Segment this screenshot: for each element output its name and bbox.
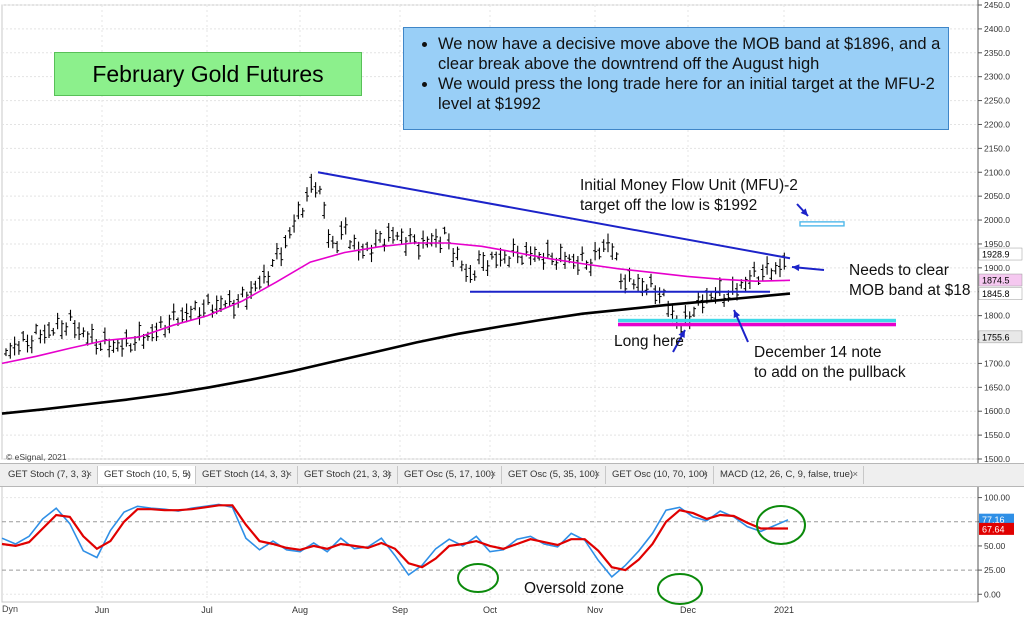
price-tick-label: 2100.0: [984, 167, 1010, 177]
tab-stoch-21[interactable]: GET Stoch (21, 3, 3) ×: [298, 466, 398, 484]
price-tick-label: 1600.0: [984, 406, 1010, 416]
drawings: [317, 171, 896, 605]
price-tick-label: 2050.0: [984, 191, 1010, 201]
stoch-value-box: [979, 522, 1014, 535]
price-tick-label: 1950.0: [984, 239, 1010, 249]
price-lines: [1, 242, 791, 415]
month-label: Sep: [392, 605, 408, 615]
month-label: Dec: [680, 605, 697, 615]
mob-support-band: [618, 322, 896, 327]
close-icon[interactable]: ×: [852, 469, 858, 480]
price-tick-label: 1700.0: [984, 358, 1010, 368]
mob-support-band-top: [618, 318, 896, 323]
title-box: February Gold Futures: [54, 52, 362, 96]
close-icon[interactable]: ×: [184, 469, 190, 480]
mob-arrow-head: [792, 264, 800, 272]
close-icon[interactable]: ×: [702, 469, 708, 480]
stoch-tick-label: 25.00: [984, 565, 1006, 575]
price-label: 1928.9: [982, 250, 1010, 260]
stoch-tick-label: 0.00: [984, 589, 1001, 599]
tab-stoch-10[interactable]: GET Stoch (10, 5, 5) ×: [98, 466, 196, 484]
price-tick-label: 2200.0: [984, 119, 1010, 129]
tab-osc-10-70[interactable]: GET Osc (10, 70, 100) ×: [606, 466, 714, 484]
price-label-box: [978, 247, 1023, 261]
close-icon[interactable]: ×: [490, 469, 496, 480]
price-label-box: [978, 287, 1023, 300]
stoch-fast-line: [1, 503, 789, 579]
dyn-label[interactable]: Dyn: [2, 604, 19, 614]
mob-annotation: Needs to clear MOB band at $18: [849, 262, 971, 299]
long-arrow-head: [678, 330, 685, 338]
month-label: Jul: [201, 605, 213, 615]
price-tick-label: 2450.0: [984, 0, 1010, 10]
mfu-arrow-head: [800, 208, 808, 216]
price-tick-label: 2300.0: [984, 72, 1010, 82]
price-label: 1874.5: [982, 276, 1010, 286]
note-item: We would press the long trade here for a…: [438, 74, 948, 114]
december-note-annotation: December 14 note to add on the pullback: [754, 344, 906, 381]
stoch-grid: [1, 485, 979, 603]
tab-osc-5-17[interactable]: GET Osc (5, 17, 100) ×: [398, 466, 502, 484]
credit-label: © eSignal, 2021: [6, 452, 67, 462]
month-label: Oct: [483, 605, 498, 615]
mfu-annotation: Initial Money Flow Unit (MFU)-2 target o…: [580, 177, 798, 214]
stoch-panel-frame: [1, 485, 979, 603]
month-label: Nov: [587, 605, 604, 615]
downtrend-line: [317, 171, 791, 260]
close-icon[interactable]: ×: [386, 469, 392, 480]
stoch-tick-label: 100.00: [984, 493, 1010, 503]
black-average-line: [1, 292, 791, 415]
price-label: 1845.8: [982, 289, 1010, 299]
magenta-average-line: [1, 242, 791, 365]
stoch-value-box: [979, 513, 1014, 526]
stoch-value-label: 77.16: [982, 515, 1005, 525]
close-icon[interactable]: ×: [86, 469, 92, 480]
long-annotation: Long here: [614, 333, 684, 350]
december-arrow-head: [733, 310, 741, 318]
stoch-value-label: 67.64: [982, 524, 1005, 534]
stoch-tick-label: 50.00: [984, 541, 1006, 551]
note-box: We now have a decisive move above the MO…: [403, 27, 949, 130]
price-tick-label: 1900.0: [984, 263, 1010, 273]
price-label: 1755.6: [982, 332, 1010, 342]
axes: 1500.01550.01600.01650.01700.01750.01800…: [95, 0, 1023, 615]
price-tick-label: 1550.0: [984, 430, 1010, 440]
chart-title: February Gold Futures: [92, 61, 324, 87]
stoch-slow-line: [1, 504, 788, 572]
price-tick-label: 2000.0: [984, 215, 1010, 225]
price-label-box: [978, 330, 1023, 344]
oversold-circle: [657, 573, 703, 605]
tab-stoch-7[interactable]: GET Stoch (7, 3, 3) ×: [2, 466, 98, 484]
close-icon[interactable]: ×: [286, 469, 292, 480]
close-icon[interactable]: ×: [594, 469, 600, 480]
mfu-target-band: [799, 221, 845, 227]
month-label: 2021: [774, 605, 794, 615]
price-label-box: [978, 273, 1023, 287]
indicator-tabs: GET Stoch (7, 3, 3) × GET Stoch (10, 5, 5…: [0, 463, 1024, 487]
tab-macd[interactable]: MACD (12, 26, C, 9, false, true) ×: [714, 466, 864, 484]
tab-osc-5-35[interactable]: GET Osc (5, 35, 100) ×: [502, 466, 606, 484]
price-tick-label: 2350.0: [984, 48, 1010, 58]
month-label: Jun: [95, 605, 110, 615]
oversold-circle: [457, 563, 499, 593]
oversold-annotation: Oversold zone: [524, 580, 624, 597]
price-tick-label: 2400.0: [984, 24, 1010, 34]
overbought-circle: [756, 505, 806, 545]
tab-stoch-14[interactable]: GET Stoch (14, 3, 3) ×: [196, 466, 298, 484]
price-tick-label: 1500.0: [984, 454, 1010, 464]
price-tick-label: 1800.0: [984, 311, 1010, 321]
price-tick-label: 2250.0: [984, 96, 1010, 106]
price-tick-label: 1650.0: [984, 382, 1010, 392]
price-tick-label: 2150.0: [984, 143, 1010, 153]
month-label: Aug: [292, 605, 308, 615]
note-item: We now have a decisive move above the MO…: [438, 34, 948, 74]
stoch-lines: [1, 503, 789, 579]
